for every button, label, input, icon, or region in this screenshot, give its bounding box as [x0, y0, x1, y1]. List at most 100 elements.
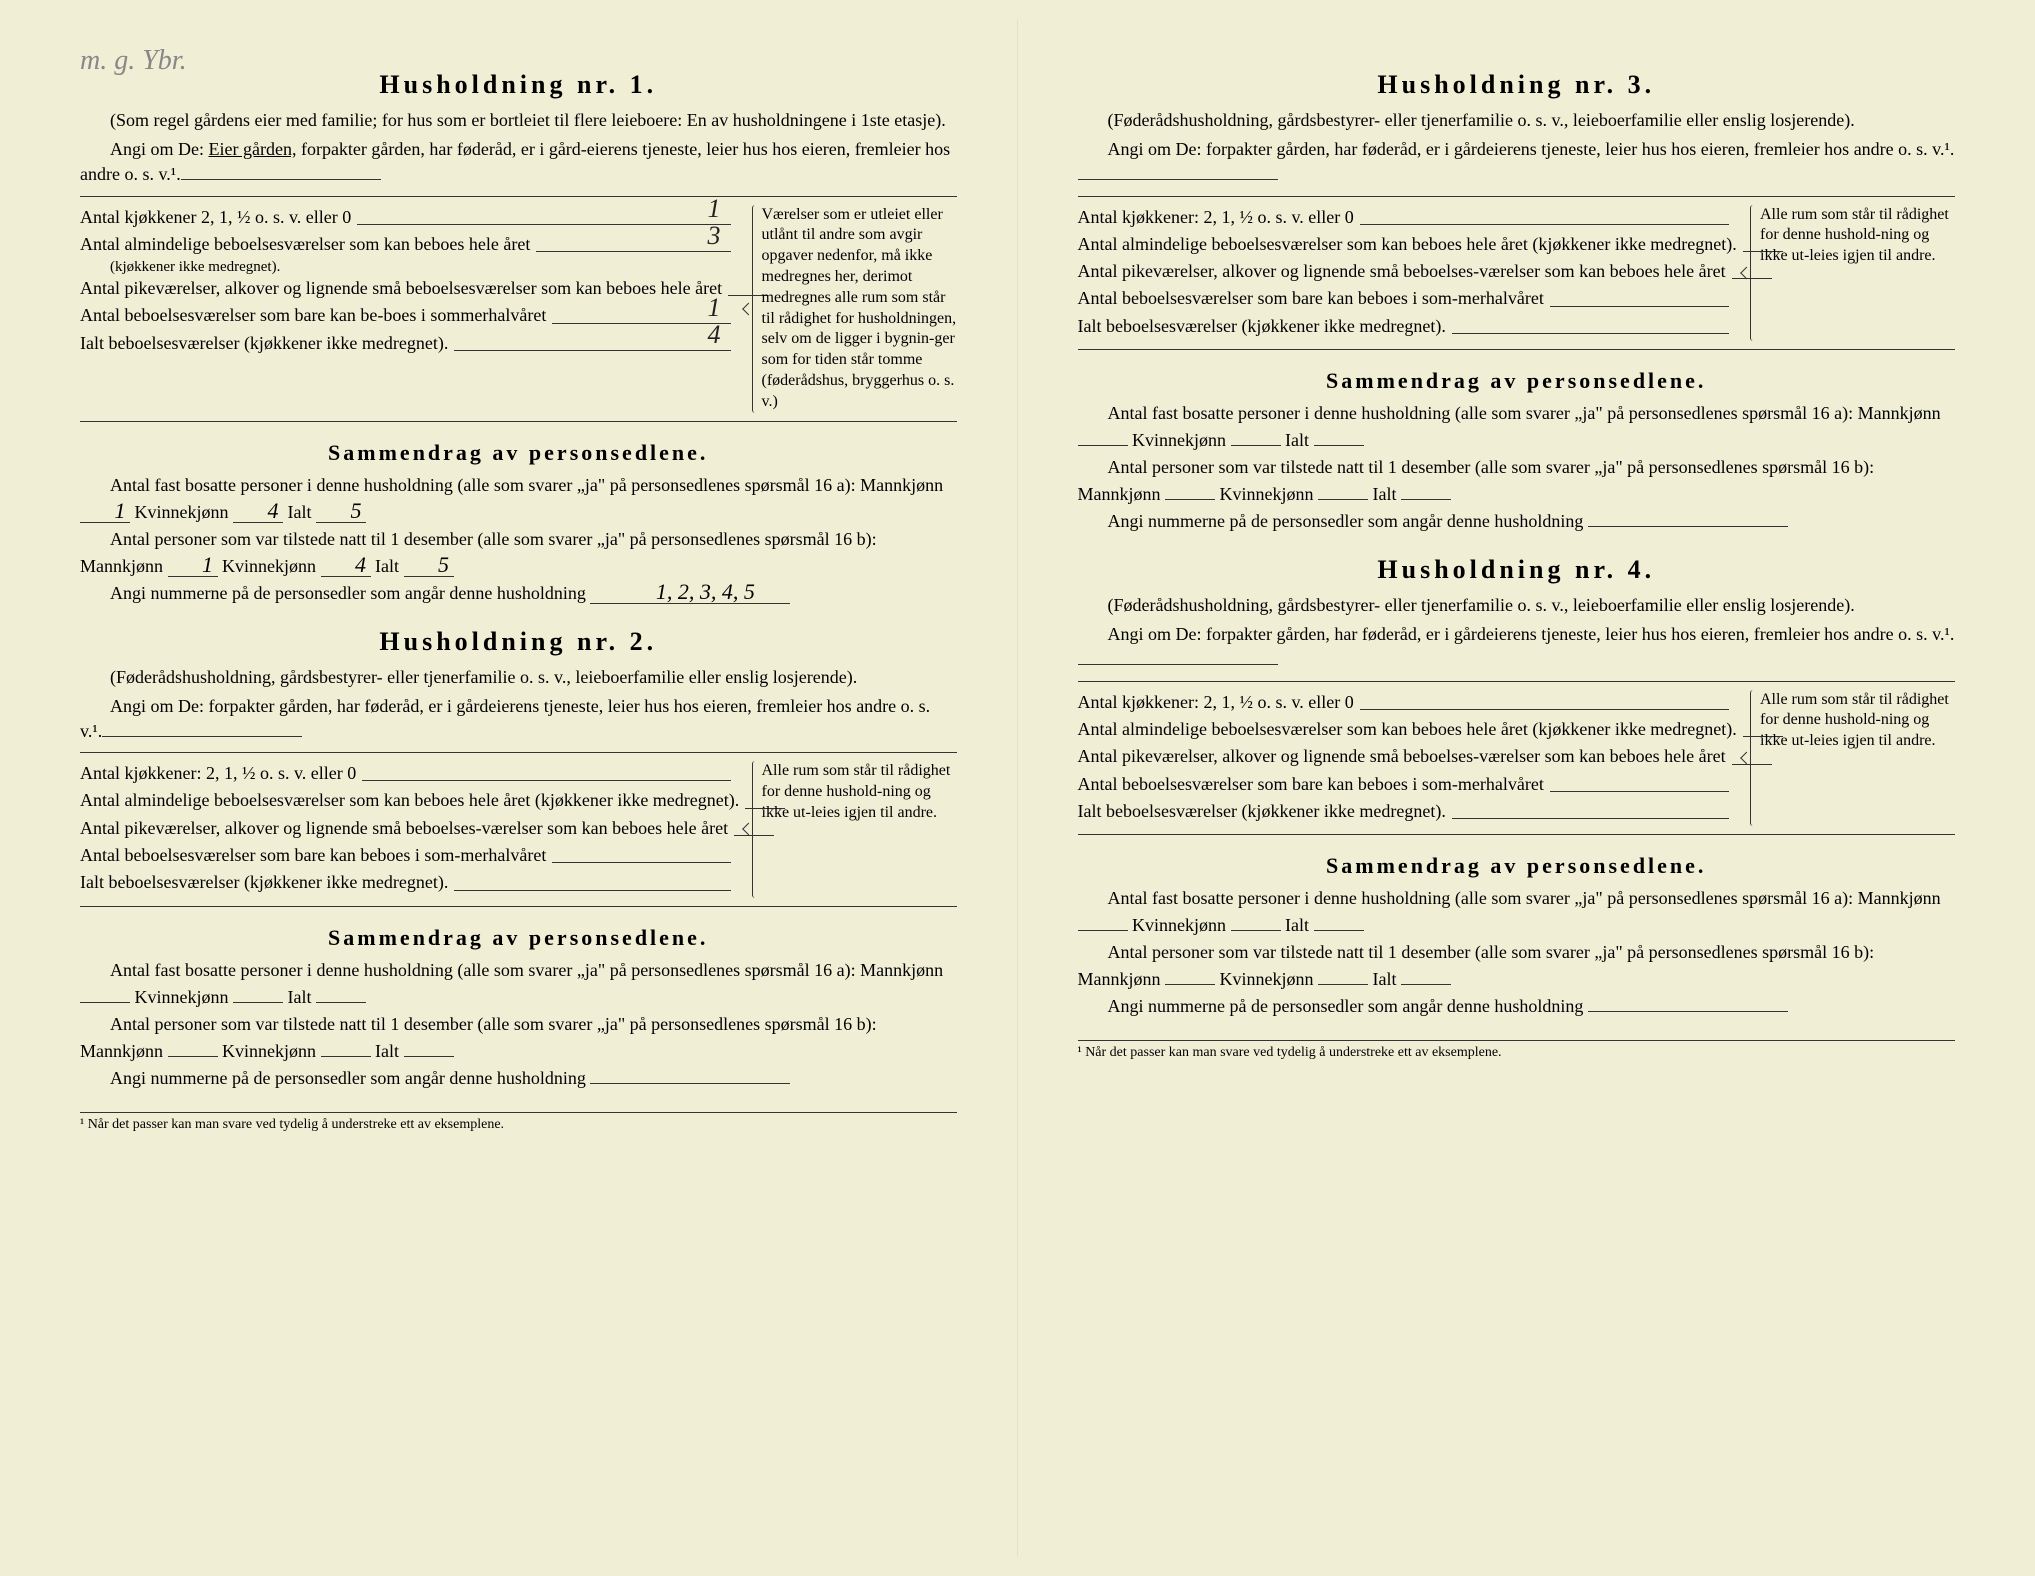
row-label: Antal almindelige beboelsesværelser som … — [1078, 717, 1737, 741]
row-fill-line: 4 — [454, 350, 730, 351]
intro-fill — [102, 736, 302, 737]
form-row: Antal almindelige beboelsesværelser som … — [1078, 717, 1736, 741]
brace-icon — [744, 205, 760, 413]
rows-section: Antal kjøkkener: 2, 1, ½ o. s. v. eller … — [80, 761, 957, 897]
fill-16b-m: 1 — [168, 554, 218, 577]
form-row: Antal kjøkkener: 2, 1, ½ o. s. v. eller … — [1078, 205, 1736, 229]
fill-nummer: 1, 2, 3, 4, 5 — [590, 581, 790, 604]
row-label: Antal almindelige beboelsesværelser som … — [1078, 232, 1737, 256]
row-value: 4 — [708, 317, 721, 352]
rows-section: Antal kjøkkener: 2, 1, ½ o. s. v. eller … — [1078, 205, 1956, 341]
rows-section: Antal kjøkkener 2, 1, ½ o. s. v. eller 0… — [80, 205, 957, 413]
rows-column: Antal kjøkkener: 2, 1, ½ o. s. v. eller … — [80, 761, 757, 897]
summary-title: Sammendrag av personsedlene. — [1078, 853, 1956, 879]
fill-16a-t: 5 — [316, 500, 366, 523]
fill-16b-k — [1318, 984, 1368, 985]
fill-16a-m — [80, 1002, 130, 1003]
fill-16b-k: 4 — [321, 554, 371, 577]
divider — [80, 421, 957, 422]
household-title: Husholdning nr. 3. — [1078, 70, 1956, 100]
form-row: Antal pikeværelser, alkover og lignende … — [80, 816, 737, 840]
intro-paren: (Føderådshusholdning, gårdsbestyrer- ell… — [1078, 108, 1956, 133]
intro-fill — [1078, 179, 1278, 180]
fill-16b-m — [168, 1056, 218, 1057]
fill-16b-k — [1318, 499, 1368, 500]
row-label: Antal kjøkkener: 2, 1, ½ o. s. v. eller … — [1078, 690, 1354, 714]
summary-nummer: Angi nummerne på de personsedler som ang… — [1078, 508, 1956, 535]
form-row: Antal beboelsesværelser som bare kan beb… — [1078, 286, 1736, 310]
divider — [80, 906, 957, 907]
row-label: Antal kjøkkener: 2, 1, ½ o. s. v. eller … — [1078, 205, 1354, 229]
form-row: Antal pikeværelser, alkover og lignende … — [1078, 259, 1736, 283]
fill-16a-m: 1 — [80, 500, 130, 523]
intro-paren: (Føderådshusholdning, gårdsbestyrer- ell… — [80, 665, 957, 690]
handwriting-note: m. g. Ybr. — [80, 45, 187, 77]
summary-16a: Antal fast bosatte personer i denne hush… — [1078, 885, 1956, 939]
household-title: Husholdning nr. 4. — [1078, 555, 1956, 585]
summary-nummer: Angi nummerne på de personsedler som ang… — [1078, 993, 1956, 1020]
summary-nummer: Angi nummerne på de personsedler som ang… — [80, 1065, 957, 1092]
fill-16a-k — [1231, 930, 1281, 931]
brace-icon — [1742, 690, 1758, 826]
intro-fill — [181, 179, 381, 180]
brace-icon — [1742, 205, 1758, 341]
summary-nummer: Angi nummerne på de personsedler som ang… — [80, 580, 957, 607]
summary-16b: Antal personer som var tilstede natt til… — [80, 1011, 957, 1065]
fill-16b-t — [1401, 499, 1451, 500]
row-fill-line — [1360, 709, 1729, 710]
intro-paren: (Som regel gårdens eier med familie; for… — [80, 108, 957, 133]
side-note: Alle rum som står til rådighet for denne… — [1760, 690, 1960, 826]
row-fill-line — [362, 780, 730, 781]
form-row: Ialt beboelsesværelser (kjøkkener ikke m… — [80, 870, 737, 894]
form-row: Antal kjøkkener 2, 1, ½ o. s. v. eller 0… — [80, 205, 737, 229]
form-row: Antal kjøkkener: 2, 1, ½ o. s. v. eller … — [80, 761, 737, 785]
row-label: Ialt beboelsesværelser (kjøkkener ikke m… — [1078, 314, 1446, 338]
form-row: Antal beboelsesværelser som bare kan beb… — [1078, 772, 1736, 796]
row-fill-line — [1452, 333, 1729, 334]
summary-16a: Antal fast bosatte personer i denne hush… — [80, 472, 957, 526]
form-row: Antal almindelige beboelsesværelser som … — [80, 232, 737, 256]
divider — [1078, 349, 1956, 350]
row-label: Antal pikeværelser, alkover og lignende … — [80, 276, 722, 300]
row-label: Ialt beboelsesværelser (kjøkkener ikke m… — [80, 331, 448, 355]
row-fill-line — [1550, 306, 1729, 307]
form-row: Antal kjøkkener: 2, 1, ½ o. s. v. eller … — [1078, 690, 1736, 714]
summary-title: Sammendrag av personsedlene. — [1078, 368, 1956, 394]
form-row: Antal beboelsesværelser som bare kan be-… — [80, 303, 737, 327]
row-fill-line — [454, 890, 730, 891]
fill-16b-m — [1165, 499, 1215, 500]
row-value: 3 — [708, 218, 721, 253]
rows-column: Antal kjøkkener: 2, 1, ½ o. s. v. eller … — [1078, 690, 1756, 826]
form-row: Antal beboelsesværelser som bare kan beb… — [80, 843, 737, 867]
fill-16b-t — [404, 1056, 454, 1057]
household-2: Husholdning nr. 2. (Føderådshusholdning,… — [80, 627, 957, 1092]
divider — [1078, 196, 1956, 197]
fill-nummer — [1588, 526, 1788, 527]
intro-paren: (Føderådshusholdning, gårdsbestyrer- ell… — [1078, 593, 1956, 618]
intro-instruction: Angi om De: Eier gården, forpakter gårde… — [80, 137, 957, 187]
form-row: Antal pikeværelser, alkover og lignende … — [80, 276, 737, 300]
fill-16a-k — [233, 1002, 283, 1003]
intro-fill — [1078, 664, 1278, 665]
form-row: Antal pikeværelser, alkover og lignende … — [1078, 744, 1736, 768]
row-fill-line — [1360, 224, 1729, 225]
divider — [1078, 834, 1956, 835]
row-label: Antal almindelige beboelsesværelser som … — [80, 232, 530, 256]
household-title: Husholdning nr. 1. — [80, 70, 957, 100]
rows-column: Antal kjøkkener: 2, 1, ½ o. s. v. eller … — [1078, 205, 1756, 341]
summary-16b: Antal personer som var tilstede natt til… — [80, 526, 957, 580]
fill-16a-m — [1078, 930, 1128, 931]
divider — [80, 752, 957, 753]
row-label: Antal beboelsesværelser som bare kan beb… — [80, 843, 546, 867]
form-row: Antal almindelige beboelsesværelser som … — [1078, 232, 1736, 256]
household-title: Husholdning nr. 2. — [80, 627, 957, 657]
right-page: Husholdning nr. 3. (Føderådshusholdning,… — [1018, 20, 2016, 1556]
row-fill-line: 3 — [536, 251, 730, 252]
side-note: Værelser som er utleiet eller utlånt til… — [762, 205, 962, 413]
side-note: Alle rum som står til rådighet for denne… — [762, 761, 962, 897]
rows-section: Antal kjøkkener: 2, 1, ½ o. s. v. eller … — [1078, 690, 1956, 826]
fill-16b-k — [321, 1056, 371, 1057]
fill-16a-t — [1314, 445, 1364, 446]
fill-nummer — [1588, 1011, 1788, 1012]
row-fill-line: 1 — [552, 323, 730, 324]
